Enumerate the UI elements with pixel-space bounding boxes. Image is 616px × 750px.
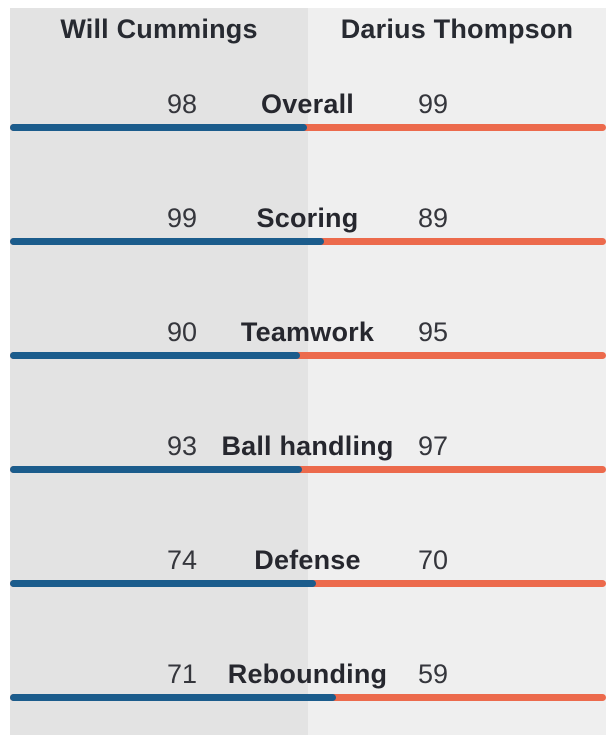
- stat-bar: [10, 124, 606, 131]
- stat-label: Rebounding: [227, 659, 388, 689]
- stat-bar: [10, 694, 606, 701]
- stat-row-text: 98 Overall 99: [10, 90, 606, 118]
- stat-row-text: 71 Rebounding 59: [10, 660, 606, 688]
- right-player-value: 97: [418, 431, 449, 461]
- left-player-value: 98: [166, 89, 197, 119]
- stat-label: Defense: [254, 545, 361, 575]
- stat-bar: [10, 466, 606, 473]
- stat-row: 74 Defense 70: [10, 506, 606, 620]
- left-player-bar: [10, 352, 300, 359]
- stat-rows: 98 Overall 99 99 Scoring 89 90 Teamwork …: [10, 50, 606, 734]
- stat-label: Teamwork: [240, 317, 375, 347]
- stat-row-text: 90 Teamwork 95: [10, 318, 606, 346]
- comparison-panel: Will Cummings Darius Thompson 98 Overall…: [10, 8, 606, 735]
- left-player-bar: [10, 238, 324, 245]
- stat-label: Scoring: [256, 203, 359, 233]
- right-player-value: 70: [418, 545, 449, 575]
- stat-label: Overall: [261, 89, 354, 119]
- right-player-value: 59: [418, 659, 449, 689]
- right-player-value: 89: [418, 203, 449, 233]
- stat-row-text: 74 Defense 70: [10, 546, 606, 574]
- left-player-bar: [10, 466, 302, 473]
- stat-row: 99 Scoring 89: [10, 164, 606, 278]
- left-player-value: 93: [166, 431, 197, 461]
- stat-label: Ball handling: [221, 431, 394, 461]
- right-player-name: Darius Thompson: [340, 13, 574, 44]
- left-player-value: 90: [166, 317, 197, 347]
- stat-row: 90 Teamwork 95: [10, 278, 606, 392]
- stat-bar: [10, 580, 606, 587]
- right-player-value: 99: [418, 89, 449, 119]
- left-player-value: 71: [166, 659, 197, 689]
- right-player-bar: [10, 352, 606, 359]
- stat-row: 98 Overall 99: [10, 50, 606, 164]
- left-player-value: 99: [166, 203, 197, 233]
- stat-row: 71 Rebounding 59: [10, 620, 606, 734]
- left-player-value: 74: [166, 545, 197, 575]
- right-player-bar: [10, 466, 606, 473]
- stat-bar: [10, 238, 606, 245]
- left-player-name: Will Cummings: [60, 13, 258, 44]
- stat-row-text: 93 Ball handling 97: [10, 432, 606, 460]
- left-player-bar: [10, 124, 307, 131]
- players-header: Will Cummings Darius Thompson: [10, 8, 606, 50]
- left-player-bar: [10, 580, 317, 587]
- stat-row-text: 99 Scoring 89: [10, 204, 606, 232]
- stat-bar: [10, 352, 606, 359]
- left-player-bar: [10, 694, 336, 701]
- right-player-bar: [10, 124, 606, 131]
- right-player-value: 95: [418, 317, 449, 347]
- stat-row: 93 Ball handling 97: [10, 392, 606, 506]
